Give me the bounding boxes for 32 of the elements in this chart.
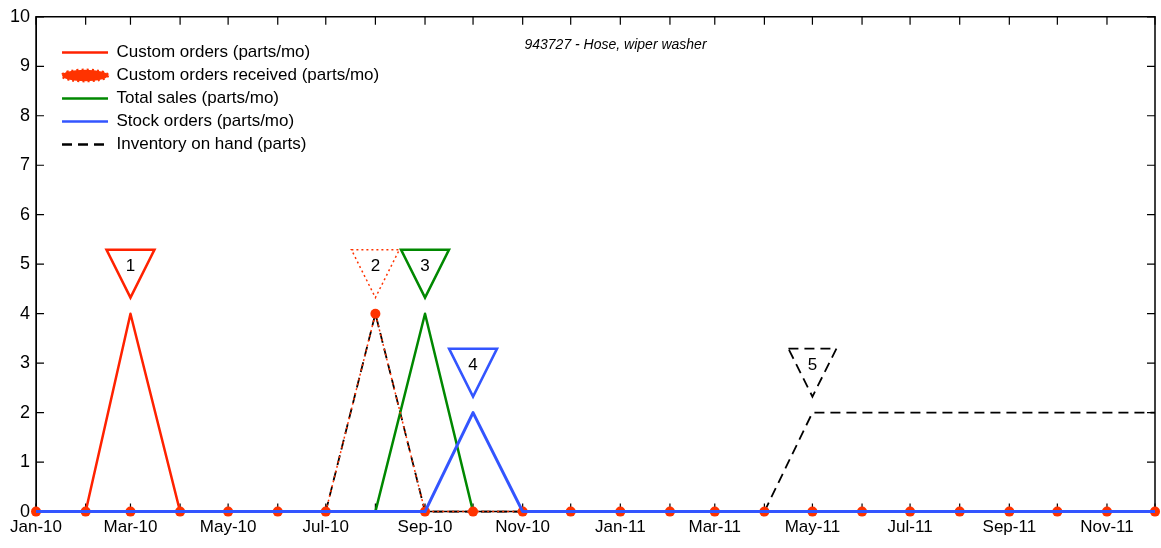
y-tick-label: 6 bbox=[20, 203, 31, 224]
x-tick-label: May-10 bbox=[199, 517, 257, 537]
x-tick-label: Mar-11 bbox=[688, 517, 742, 537]
legend-label: Custom orders (parts/mo) bbox=[116, 42, 311, 62]
y-tick-label: 4 bbox=[20, 302, 31, 323]
x-tick-label: May-11 bbox=[784, 517, 841, 537]
annotation: 3 bbox=[420, 256, 430, 276]
x-tick-label: Nov-11 bbox=[1080, 517, 1134, 537]
y-tick-label: 9 bbox=[20, 55, 31, 76]
y-tick-label: 2 bbox=[20, 401, 31, 422]
x-tick-label: Jul-11 bbox=[887, 517, 933, 537]
y-tick-label: 1 bbox=[20, 451, 31, 472]
annotation: 5 bbox=[807, 355, 818, 375]
y-tick-label: 8 bbox=[20, 104, 31, 125]
x-tick-label: Nov-10 bbox=[495, 517, 551, 537]
legend-label: Custom orders received (parts/mo) bbox=[116, 65, 380, 85]
legend-label: Stock orders (parts/mo) bbox=[116, 111, 295, 131]
x-tick-label: Sep-10 bbox=[397, 517, 453, 537]
legend-label: Inventory on hand (parts) bbox=[116, 134, 307, 154]
x-tick-label: Jul-10 bbox=[302, 517, 349, 537]
x-tick-label: Sep-11 bbox=[982, 517, 1037, 537]
annotation: 2 bbox=[370, 256, 381, 276]
annotation: 1 bbox=[125, 256, 136, 276]
y-tick-label: 3 bbox=[20, 352, 31, 373]
y-tick-label: 10 bbox=[9, 5, 31, 26]
x-tick-label: Jan-11 bbox=[594, 517, 646, 537]
annotation: 4 bbox=[468, 355, 478, 375]
y-tick-label: 7 bbox=[20, 154, 31, 175]
y-tick-label: 5 bbox=[20, 253, 31, 274]
text: 943727 - Hose, wiper washer bbox=[524, 35, 708, 52]
x-tick-label: Mar-10 bbox=[103, 517, 158, 537]
legend-label: Total sales (parts/mo) bbox=[116, 88, 280, 108]
